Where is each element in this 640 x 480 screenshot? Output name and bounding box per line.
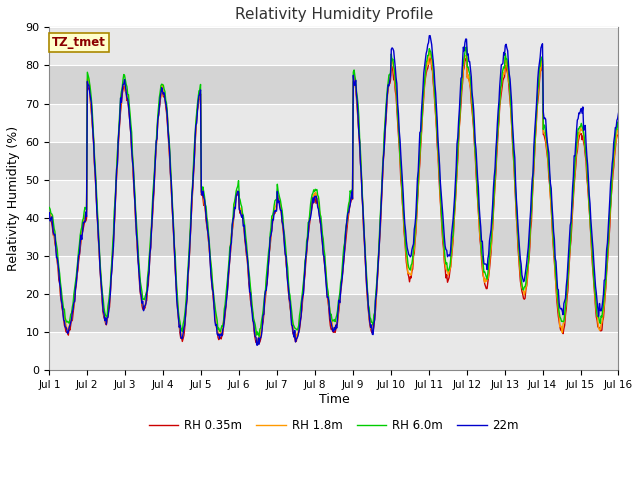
22m [614, 110, 622, 116]
RH 0.35m [202, 217, 210, 223]
RH 6.0m [255, 334, 263, 339]
RH 6.0m [404, 261, 412, 266]
RH 1.8m [253, 338, 261, 344]
RH 1.8m [404, 270, 412, 276]
22m [202, 214, 210, 219]
RH 6.0m [115, 136, 122, 142]
RH 1.8m [202, 212, 210, 217]
Text: TZ_tmet: TZ_tmet [52, 36, 106, 49]
RH 6.0m [420, 78, 428, 84]
22m [404, 248, 412, 254]
RH 1.8m [614, 127, 622, 132]
Bar [49, 65, 618, 104]
RH 0.35m [614, 132, 622, 137]
Bar [49, 180, 618, 218]
22m [115, 138, 122, 144]
22m [56, 281, 63, 287]
RH 0.35m [56, 280, 63, 286]
RH 1.8m [420, 81, 428, 87]
RH 1.8m [426, 48, 433, 54]
Bar [49, 27, 618, 65]
Line: RH 6.0m: RH 6.0m [49, 47, 618, 336]
RH 6.0m [463, 44, 470, 50]
RH 0.35m [172, 280, 180, 286]
RH 1.8m [172, 278, 180, 284]
RH 6.0m [202, 204, 210, 210]
Bar [49, 104, 618, 142]
RH 0.35m [463, 55, 470, 60]
22m [420, 64, 428, 70]
RH 0.35m [420, 83, 428, 88]
Bar [49, 142, 618, 180]
Bar [49, 332, 618, 371]
X-axis label: Time: Time [319, 393, 349, 406]
Title: Relativity Humidity Profile: Relativity Humidity Profile [235, 7, 433, 22]
RH 1.8m [115, 139, 122, 145]
Y-axis label: Relativity Humidity (%): Relativity Humidity (%) [7, 126, 20, 271]
22m [45, 210, 53, 216]
Line: 22m: 22m [49, 36, 618, 345]
RH 1.8m [56, 277, 63, 283]
RH 0.35m [45, 215, 53, 221]
RH 6.0m [45, 204, 53, 210]
22m [172, 280, 180, 286]
Legend: RH 0.35m, RH 1.8m, RH 6.0m, 22m: RH 0.35m, RH 1.8m, RH 6.0m, 22m [144, 414, 524, 436]
Bar [49, 294, 618, 332]
RH 0.35m [115, 145, 122, 151]
22m [426, 33, 434, 38]
Line: RH 0.35m: RH 0.35m [49, 58, 618, 344]
Bar [49, 218, 618, 256]
22m [253, 342, 261, 348]
RH 0.35m [404, 271, 412, 276]
Bar [49, 256, 618, 294]
RH 0.35m [255, 341, 262, 347]
RH 6.0m [614, 124, 622, 130]
Line: RH 1.8m: RH 1.8m [49, 51, 618, 341]
RH 1.8m [45, 212, 53, 218]
RH 6.0m [172, 272, 180, 277]
RH 6.0m [56, 271, 63, 276]
